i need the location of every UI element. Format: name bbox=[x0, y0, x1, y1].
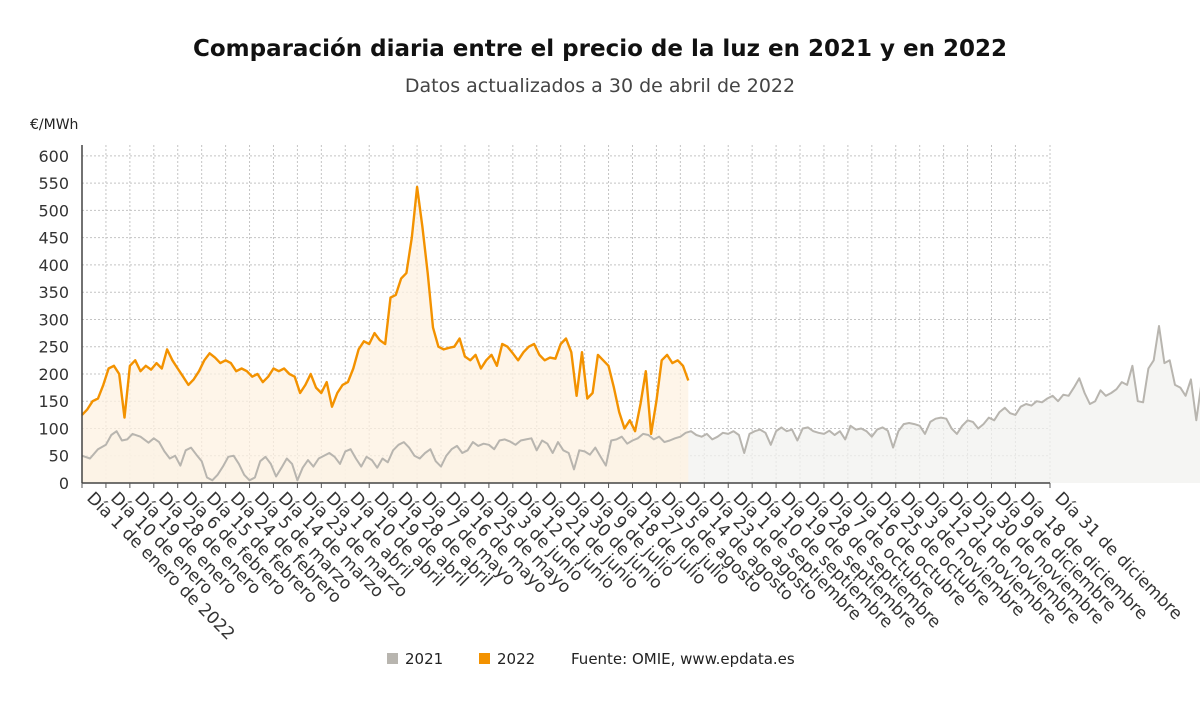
y-tick-label: 500 bbox=[38, 201, 69, 220]
series-areas bbox=[82, 187, 1200, 483]
series-area-2022 bbox=[82, 187, 689, 483]
y-tick-label: 550 bbox=[38, 174, 69, 193]
legend-label-2022: 2022 bbox=[497, 650, 535, 668]
legend-swatch-2022 bbox=[479, 653, 490, 664]
y-tick-label: 600 bbox=[38, 147, 69, 166]
y-tick-label: 450 bbox=[38, 229, 69, 248]
y-tick-label: 100 bbox=[38, 419, 69, 438]
series-line-2021 bbox=[81, 325, 1200, 482]
legend-swatch-2021 bbox=[387, 653, 398, 664]
y-tick-label: 150 bbox=[38, 392, 69, 411]
y-axis-ticks: 0 50 100 150 200 250 300 350 400 450 500 550 600 bbox=[38, 147, 69, 493]
y-tick-label: 50 bbox=[49, 447, 69, 466]
y-tick-label: 400 bbox=[38, 256, 69, 275]
series-line-2022 bbox=[81, 185, 690, 436]
legend: 2021 2022 Fuente: OMIE, www.epdata.es bbox=[387, 650, 795, 668]
y-axis-unit-label: €/MWh bbox=[30, 117, 78, 133]
legend-label-2021: 2021 bbox=[405, 650, 443, 668]
series-area-2021 bbox=[82, 326, 1200, 483]
axes bbox=[81, 145, 1050, 484]
y-tick-label: 250 bbox=[38, 338, 69, 357]
y-tick-label: 0 bbox=[59, 474, 69, 493]
chart-title: Comparación diaria entre el precio de la… bbox=[193, 36, 1007, 62]
y-tick-label: 350 bbox=[38, 283, 69, 302]
y-tick-label: 200 bbox=[38, 365, 69, 384]
source-label: Fuente: OMIE, www.epdata.es bbox=[571, 650, 795, 668]
y-tick-label: 300 bbox=[38, 310, 69, 329]
series-lines bbox=[81, 185, 1200, 482]
chart-subtitle: Datos actualizados a 30 de abril de 2022 bbox=[405, 75, 795, 97]
